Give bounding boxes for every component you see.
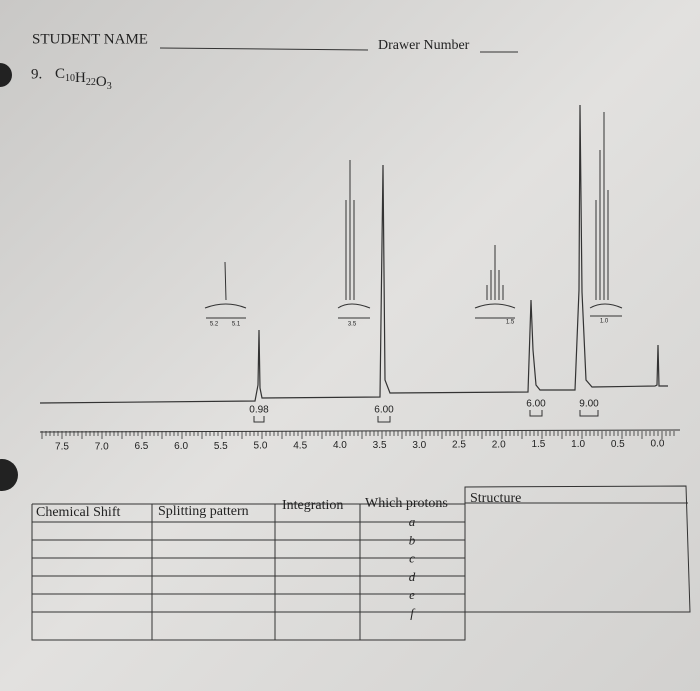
drawer-label: Drawer Number	[378, 38, 470, 53]
column-header: Integration	[282, 498, 343, 513]
inset-label: 1.0	[600, 319, 609, 325]
inset-label: 5.1	[232, 322, 241, 328]
inset-peaks	[204, 112, 623, 309]
axis-label: 3.5	[373, 440, 387, 451]
spectrum: 7.5 7.0 6.5 6.0 5.5 5.0 4.5 4.0 3.5 3.0 2.5 2.0 1.5 1…	[39, 104, 681, 453]
problem-number: 9.	[31, 66, 42, 82]
integration-value: 0.98	[249, 405, 269, 416]
axis-label: 6.5	[134, 441, 148, 452]
element-count: 3	[107, 81, 112, 92]
table-grid	[31, 485, 691, 641]
punch-hole	[0, 459, 18, 491]
axis-label: 4.5	[293, 440, 307, 451]
axis-label: 0.0	[651, 439, 665, 450]
name-line	[159, 47, 369, 51]
axis-label: 1.5	[531, 439, 545, 450]
formula: C10H22O3	[55, 66, 112, 92]
spectrum-trace	[39, 104, 668, 404]
column-header: Splitting pattern	[158, 504, 249, 519]
x-axis	[39, 429, 681, 433]
integration-brackets	[253, 410, 599, 423]
axis-label: 7.5	[55, 442, 69, 453]
inset-label: 1.5	[506, 320, 515, 326]
axis-label: 7.0	[95, 441, 109, 452]
integration-value: 6.00	[374, 405, 394, 416]
inset-axes	[206, 315, 622, 319]
student-label: STUDENT NAME	[32, 31, 148, 47]
column-header: Structure	[470, 491, 521, 506]
data-table: Chemical Shift Splitting pattern Integrati…	[31, 485, 691, 641]
element-count: 22	[86, 77, 96, 88]
axis-label: 3.0	[412, 440, 426, 451]
proton-letter: b	[409, 532, 416, 547]
integration-value: 9.00	[579, 399, 599, 410]
axis-label: 6.0	[174, 441, 188, 452]
proton-letter: c	[409, 551, 415, 566]
element-count: 10	[65, 73, 75, 84]
column-header: Which protons	[365, 496, 448, 511]
element-symbol: H	[75, 70, 86, 86]
inset-label: 5.2	[210, 322, 219, 328]
axis-label: 2.5	[452, 440, 466, 451]
proton-letter: e	[409, 587, 415, 602]
inset-label: 3.5	[348, 322, 357, 328]
proton-letter: a	[409, 514, 416, 529]
tick-marks	[41, 431, 675, 439]
proton-letter: d	[409, 569, 416, 584]
element-symbol: C	[55, 66, 65, 82]
integration-value: 6.00	[526, 399, 546, 410]
column-header: Chemical Shift	[36, 505, 120, 520]
axis-label: 5.5	[214, 441, 228, 452]
axis-label: 2.0	[492, 439, 506, 450]
axis-label: 0.5	[611, 439, 625, 450]
punch-hole	[0, 63, 12, 87]
axis-label: 4.0	[333, 440, 347, 451]
axis-label: 1.0	[571, 439, 585, 450]
proton-letter: f	[410, 605, 416, 620]
element-symbol: O	[96, 74, 107, 90]
axis-label: 5.0	[254, 441, 268, 452]
